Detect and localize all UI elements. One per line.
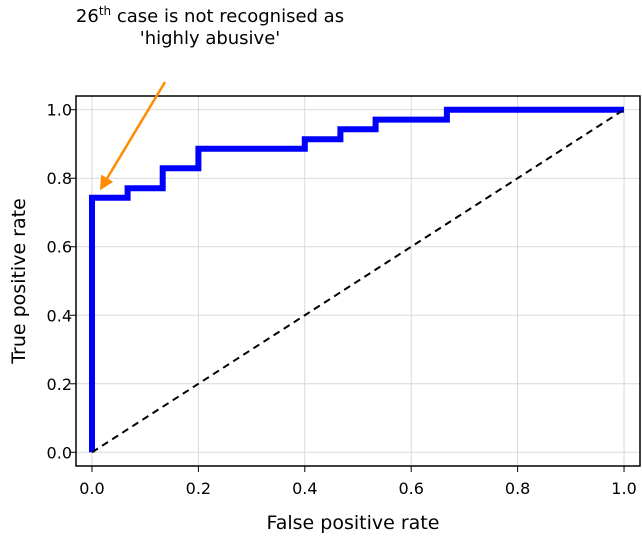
y-tick-label: 0.6	[47, 238, 72, 257]
annotation-superscript: th	[98, 4, 112, 18]
y-tick-label: 0.4	[47, 306, 72, 325]
plot-frame	[75, 95, 641, 467]
x-tick-label: 0.4	[292, 479, 317, 498]
y-axis-label: True positive rate	[8, 198, 30, 365]
annotation-text-rest: case is not recognised as	[111, 6, 345, 27]
annotation-arrow-shaft	[106, 81, 167, 179]
x-tick-label: 0.8	[505, 479, 530, 498]
y-tick-label: 1.0	[47, 101, 72, 120]
x-tick-label: 0.2	[186, 479, 211, 498]
y-tick-label: 0.2	[47, 375, 72, 394]
roc-curve-line	[89, 106, 624, 453]
x-tick-label: 0.6	[398, 479, 423, 498]
annotation-line-2: 'highly abusive'	[139, 28, 281, 49]
x-tick-label: 1.0	[611, 479, 636, 498]
annotation-arrow-head	[99, 174, 114, 191]
x-tick-label: 0.0	[79, 479, 104, 498]
y-tick-label: 0.8	[47, 169, 72, 188]
annotation-line-1: 26th case is not recognised as	[0, 0, 420, 28]
y-tick-label: 0.0	[47, 443, 72, 462]
annotation-number: 26	[75, 6, 99, 27]
annotation-text: 26th case is not recognised as 'highly a…	[0, 0, 420, 50]
x-axis-label: False positive rate	[267, 512, 440, 534]
diagonal-reference-line	[91, 108, 625, 454]
